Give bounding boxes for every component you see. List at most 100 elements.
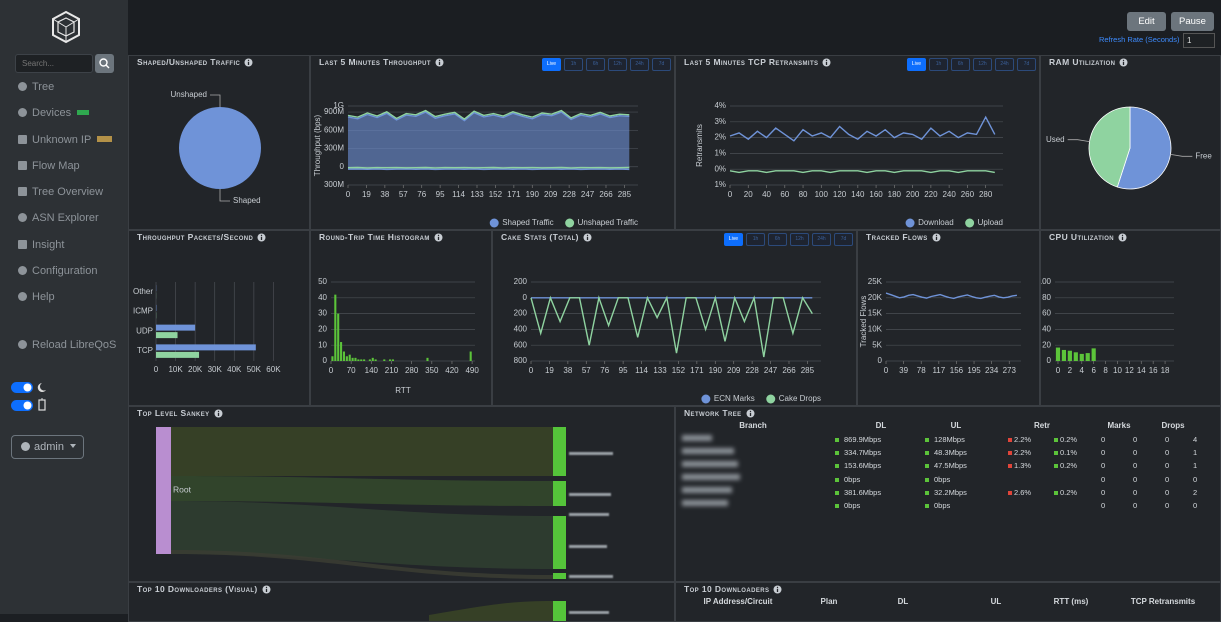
marks-cell: 0 <box>1133 448 1137 457</box>
series-line <box>531 298 812 357</box>
y-tick-label: 20K <box>868 293 883 302</box>
pause-label: Pause <box>1179 16 1206 27</box>
retr-cell: 1.3% <box>1014 461 1031 470</box>
range-button[interactable]: 1h <box>564 58 583 71</box>
range-button[interactable]: 12h <box>973 58 992 71</box>
search-input[interactable] <box>15 54 93 73</box>
series-line <box>730 171 995 173</box>
retr-cell: 2.6% <box>1014 488 1031 497</box>
nav-item[interactable]: Flow Map <box>18 160 80 172</box>
nav-item[interactable]: Tree Overview <box>18 186 103 198</box>
x-tick-label: 120 <box>833 190 847 199</box>
histogram-bar <box>343 352 345 361</box>
range-button[interactable]: Live <box>907 58 926 71</box>
histogram-bar <box>389 359 391 361</box>
range-button[interactable]: 6h <box>586 58 605 71</box>
y-tick-label: 1G <box>333 101 344 110</box>
x-tick-label: 6 <box>1091 366 1096 375</box>
info-icon <box>435 58 444 67</box>
x-tick-label: 210 <box>385 366 399 375</box>
status-square <box>835 504 839 508</box>
retr-cell: 2.2% <box>1014 448 1031 457</box>
x-tick-label: 190 <box>709 366 723 375</box>
x-tick-label: 200 <box>906 190 920 199</box>
nav-item[interactable]: Tree <box>18 81 54 93</box>
x-tick-label: 57 <box>582 366 591 375</box>
x-tick-label: 273 <box>1003 366 1017 375</box>
x-tick-label: 18 <box>1161 366 1170 375</box>
range-button[interactable]: 24h <box>995 58 1014 71</box>
pause-button[interactable]: Pause <box>1171 12 1214 31</box>
user-dropdown[interactable]: admin <box>11 435 84 459</box>
bar <box>156 352 199 358</box>
y-tick-label: 40 <box>1042 325 1051 334</box>
range-button[interactable]: 1h <box>746 233 765 246</box>
retr-cell: 0.2% <box>1060 461 1077 470</box>
nav-item[interactable]: Unknown IP <box>18 134 112 146</box>
range-button[interactable]: 24h <box>630 58 649 71</box>
range-button[interactable]: 7d <box>652 58 671 71</box>
drops-cell: 0 <box>1165 448 1169 457</box>
nav-label: Flow Map <box>32 160 80 172</box>
range-button[interactable]: Live <box>724 233 743 246</box>
marks-cell: 0 <box>1101 488 1105 497</box>
search-button[interactable] <box>95 54 114 73</box>
dl-cell: 869.9Mbps <box>844 435 881 444</box>
edit-button[interactable]: Edit <box>1127 12 1166 31</box>
histogram-bar <box>349 355 351 361</box>
x-tick-label: 39 <box>899 366 908 375</box>
refresh-input[interactable] <box>1183 33 1215 48</box>
x-tick-label: 171 <box>690 366 704 375</box>
retr-cell: 0.2% <box>1060 488 1077 497</box>
nav-item[interactable]: Devices <box>18 107 89 119</box>
nav-item[interactable]: Help <box>18 291 55 303</box>
info-icon <box>434 233 443 242</box>
range-button[interactable]: 7d <box>1017 58 1036 71</box>
x-tick-label: 420 <box>445 366 459 375</box>
legend-label: Shaped Traffic <box>502 218 553 227</box>
x-tick-label: 0 <box>529 366 534 375</box>
legend-label: Upload <box>978 218 1003 227</box>
x-tick-label: 228 <box>562 190 576 199</box>
x-tick-label: 20K <box>188 365 203 374</box>
range-button[interactable]: 12h <box>608 58 627 71</box>
x-tick-label: 240 <box>942 190 956 199</box>
range-button[interactable]: 24h <box>812 233 831 246</box>
panel-title: Round-Trip Time Histogram <box>319 232 430 242</box>
y-tick-label: 50 <box>318 277 327 286</box>
sankey-panel: Top Level Sankey Root <box>128 406 675 582</box>
nav-item[interactable]: Reload LibreQoS <box>18 339 116 351</box>
legend-swatch <box>701 395 710 404</box>
x-tick-label: 76 <box>417 190 426 199</box>
legend-label: Download <box>918 218 954 227</box>
nav-item[interactable]: Configuration <box>18 265 97 277</box>
status-square <box>835 451 839 455</box>
pie-leader <box>1170 154 1192 156</box>
legend-swatch <box>906 219 915 228</box>
y-tick-label: 1% <box>714 149 726 158</box>
x-tick-label: 70 <box>347 366 356 375</box>
range-button[interactable]: 1h <box>929 58 948 71</box>
drops-cell: 1 <box>1193 461 1197 470</box>
legend-label: ECN Marks <box>714 394 755 403</box>
x-tick-label: 266 <box>782 366 796 375</box>
toggles[interactable] <box>10 380 50 414</box>
range-button[interactable]: 12h <box>790 233 809 246</box>
nav-item[interactable]: Insight <box>18 239 64 251</box>
y-tick-label: 100 <box>1041 277 1052 286</box>
column-header: Branch <box>713 421 793 430</box>
range-button[interactable]: Live <box>542 58 561 71</box>
nav-item[interactable]: ASN Explorer <box>18 212 99 224</box>
range-button[interactable]: 6h <box>951 58 970 71</box>
range-button[interactable]: 7d <box>834 233 853 246</box>
y-tick-label: 300M <box>324 180 344 189</box>
histogram-bar <box>470 352 472 361</box>
range-button[interactable]: 6h <box>768 233 787 246</box>
status-square <box>1008 438 1012 442</box>
info-icon <box>1119 58 1128 67</box>
y-axis-label: Retransmits <box>695 124 704 167</box>
